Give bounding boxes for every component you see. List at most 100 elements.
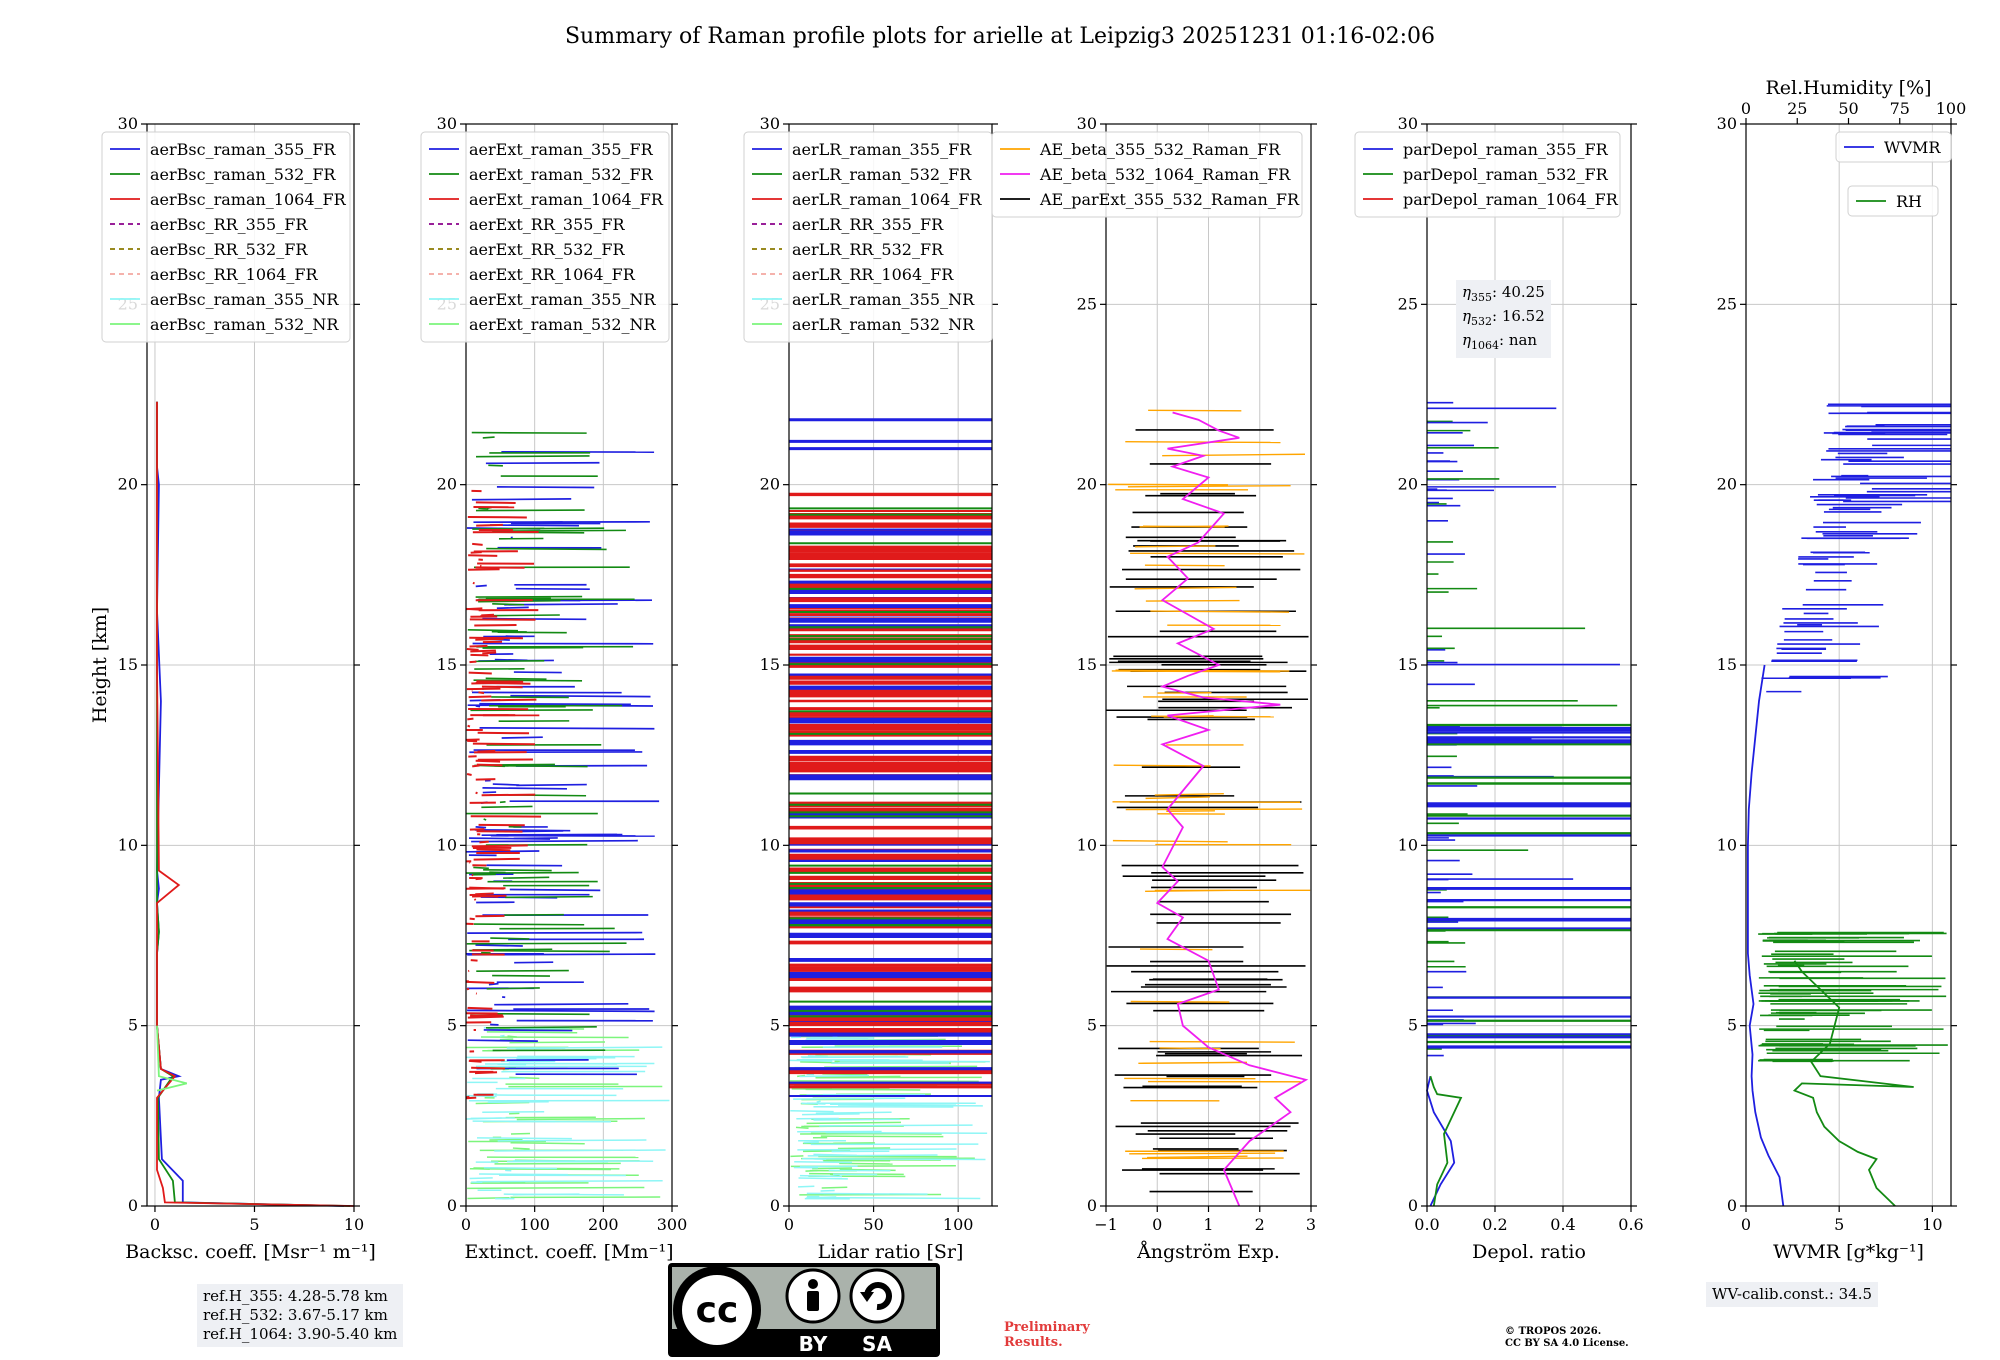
y-tick-label: 10 [1398,835,1418,854]
plot-area-depolarization [1426,401,1631,1207]
profile-trace [475,791,478,795]
profile-trace [497,1139,647,1142]
profile-trace [1154,792,1224,796]
profile-trace [494,1149,666,1152]
profile-trace [471,844,528,848]
plot-area-backscatter [156,401,355,1207]
profile-trace [790,1110,834,1113]
refh-1064: ref.H_1064: 3.90-5.40 km [203,1325,398,1343]
x-axis-label: Lidar ratio [Sr] [818,1241,964,1263]
x-tick-label: 2 [1255,1215,1265,1234]
legend-label: aerExt_raman_532_FR [469,165,654,184]
profile-trace [789,1059,833,1062]
profile-trace [486,1031,578,1034]
profile-trace [513,671,562,674]
profile-trace [505,895,593,899]
y-tick-label: 10 [760,835,780,854]
legend-label: parDepol_raman_532_FR [1403,165,1609,184]
x-tick-label: 5 [249,1215,259,1234]
profile-trace [478,599,561,603]
x-tick-label: 10 [344,1215,364,1234]
profile-trace [510,1142,585,1145]
profile-trace [475,944,523,947]
profile-trace [503,876,550,879]
profile-trace [466,687,501,691]
profile-trace [466,1094,497,1098]
y-tick-label: 5 [447,1016,457,1035]
profile-trace [469,1168,612,1171]
legend-depolarization: parDepol_raman_355_FR parDepol_raman_532_… [1354,131,1621,218]
profile-trace [799,1074,870,1078]
x-tick-label: 0 [461,1215,471,1234]
profile-trace [476,1179,663,1183]
series-aerBsc_raman_532_NR [156,1025,188,1092]
profile-trace [479,727,655,730]
profile-trace [799,1174,842,1178]
x-tick-label: −1 [1094,1215,1118,1234]
profile-trace [516,1117,645,1121]
profile-trace [472,581,475,585]
profile-trace [482,651,497,655]
y-tick-label: 5 [1408,1016,1418,1035]
profile-trace [486,1026,597,1029]
profile-trace [1150,610,1290,613]
profile-trace [465,1095,470,1099]
eta-532: η532: 16.52 [1462,307,1545,328]
profile-trace [483,1029,573,1032]
profile-trace [482,787,567,790]
x-axis-label: Extinct. coeff. [Mm⁻¹] [464,1241,673,1263]
profile-trace [481,793,536,797]
y-tick-label: 15 [760,655,780,674]
x2-tick-label: 75 [1890,99,1910,118]
profile-trace [467,1009,655,1013]
profile-trace [466,871,579,874]
profile-trace [468,554,498,557]
profile-trace [485,461,600,465]
profile-trace [476,969,569,972]
profile-trace [819,1124,973,1127]
profile-trace [466,1117,502,1120]
y-tick-label: 5 [1727,1016,1737,1035]
profile-trace [467,629,519,632]
y-tick-label: 20 [1717,475,1737,494]
legend-label: parDepol_raman_1064_FR [1403,190,1619,209]
y-tick-label: 20 [1077,475,1097,494]
legend-water-vapor: WVMR RH [1835,131,1952,217]
y-tick-label: 30 [1077,114,1097,133]
legend-label: aerLR_raman_355_FR [792,140,972,159]
profile-trace [806,1192,928,1195]
y-tick-label: 10 [1077,835,1097,854]
profile-trace [472,764,480,768]
cc-letters: cc [696,1290,739,1331]
x2-axis-label: Rel.Humidity [%] [1765,77,1931,99]
profile-trace [825,1131,988,1135]
profile-trace [475,826,487,829]
profile-trace [790,1155,804,1158]
y-tick-label: 20 [118,475,138,494]
profile-trace [1134,586,1237,590]
profile-trace [1130,552,1305,555]
profile-trace [813,1153,857,1157]
preliminary-results-note: Preliminary Results. [1004,1320,1090,1350]
wv-calibration-box: WV-calib.const.: 34.5 [1706,1282,1879,1307]
y-tick-label: 0 [1408,1196,1418,1215]
profile-trace [798,1185,815,1188]
profile-trace [820,1196,981,1200]
legend-box [420,131,670,343]
profile-trace [472,894,507,898]
eta-1064: η1064: nan [1462,331,1538,352]
profile-trace [1149,1040,1295,1043]
profile-trace [815,1111,892,1114]
y-tick-label: 15 [437,655,457,674]
profile-trace [478,507,489,510]
profile-trace [483,818,487,821]
profile-trace [490,524,580,527]
legend-label: aerBsc_raman_1064_FR [150,190,347,209]
profile-trace [470,653,489,657]
legend-label: aerBsc_raman_355_FR [150,140,336,159]
profile-trace [466,1096,477,1100]
plot-area-extinction [465,431,670,1200]
profile-trace [475,501,516,505]
profile-trace [468,695,492,699]
